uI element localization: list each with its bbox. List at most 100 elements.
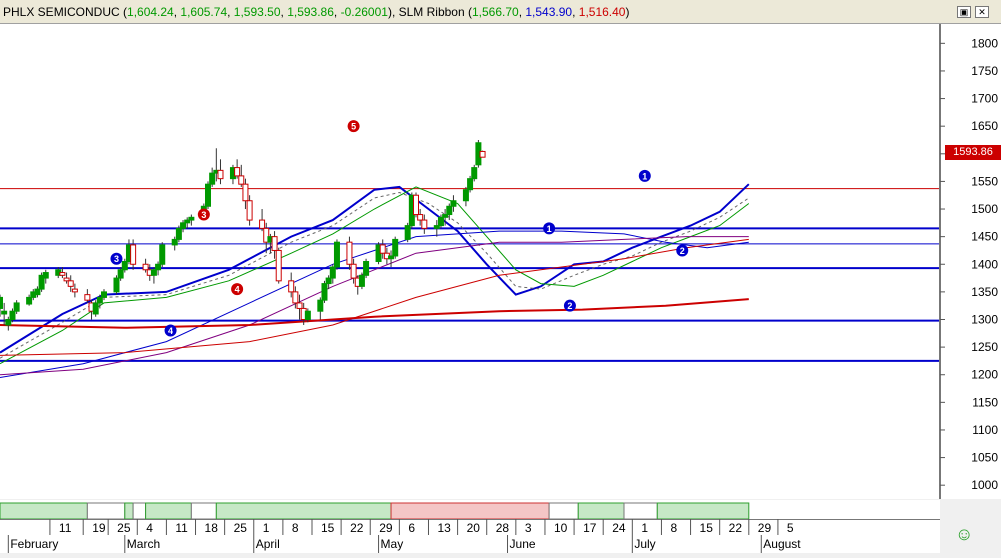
price-axis: 1000 1050 1100 1150 1200 1250 1300 1350 1400 1450… [940, 24, 1001, 499]
y-tick-label: 1300 [971, 312, 998, 326]
candle-body [450, 200, 457, 207]
candle-body [184, 219, 191, 224]
title-segment: , [518, 5, 526, 19]
x-tick-label: 25 [117, 521, 131, 535]
wave-marker [676, 244, 689, 257]
candle-body [392, 238, 399, 257]
wave-marker [110, 252, 123, 265]
title-segment: 1,566.70 [471, 5, 519, 19]
candle-body [417, 214, 424, 221]
candle-body [13, 302, 20, 312]
x-tick-label: 6 [408, 521, 415, 535]
x-tick-label: 18 [205, 521, 219, 535]
candle-body [421, 219, 428, 229]
candle-body [242, 183, 249, 202]
candle-body [317, 299, 324, 312]
title-segment: , [280, 5, 288, 19]
y-tick-label: 1400 [971, 257, 998, 271]
wave-marker-label: 3 [114, 254, 119, 264]
candle-body [26, 296, 33, 305]
wave-marker-label: 4 [168, 326, 173, 336]
y-tick-label: 1100 [972, 423, 998, 437]
wave-marker-label: 1 [642, 171, 647, 181]
restore-icon[interactable]: ▣ [957, 6, 971, 18]
candle-body [288, 280, 295, 293]
month-label: July [634, 537, 655, 551]
candle-body [188, 216, 195, 221]
candle-body [159, 244, 166, 265]
wave-marker [543, 222, 556, 235]
timeline-segment [132, 502, 147, 520]
x-tick-label: 15 [321, 521, 335, 535]
smiley-icon[interactable]: ☺ [955, 524, 974, 544]
x-tick-label: 5 [787, 521, 794, 535]
title-segment: 1,604.24 [127, 5, 174, 19]
ribbon-line [0, 230, 749, 378]
candle-body [358, 274, 365, 287]
x-tick-label: 3 [525, 521, 532, 535]
x-tick-label: 20 [467, 521, 481, 535]
candle-body [296, 302, 303, 309]
y-tick-label: 1050 [971, 451, 998, 465]
x-tick-label: 10 [554, 521, 568, 535]
candle-body [350, 263, 357, 279]
x-tick-label: 22 [729, 521, 743, 535]
ribbon-line [0, 191, 750, 359]
candle-body [67, 280, 74, 287]
wave-marker-label: 5 [351, 122, 356, 132]
title-segment: 1,605.74 [180, 5, 228, 19]
ribbon-line [0, 238, 749, 356]
month-label: February [10, 537, 58, 551]
candle-body [63, 277, 70, 282]
x-tick-label: 19 [92, 521, 106, 535]
plot-area: 3 4 3 4 5 1 2 1 2 [0, 120, 939, 378]
x-tick-label: 15 [700, 521, 714, 535]
close-icon[interactable]: ✕ [975, 6, 989, 18]
candle-body [0, 296, 3, 309]
y-tick-label: 1650 [971, 119, 998, 133]
y-tick-label: 1800 [971, 36, 998, 50]
title-segment: ), SLM Ribbon ( [387, 5, 472, 19]
timeline-segment [86, 502, 126, 520]
x-tick-label: 17 [583, 521, 597, 535]
candle-body [59, 272, 66, 276]
x-tick-label: 28 [496, 521, 510, 535]
title-segment: 1,543.90 [525, 5, 573, 19]
timeline-segment [548, 502, 579, 520]
candle-body [38, 274, 45, 290]
timeline-segment [215, 502, 392, 520]
title-segment: , [227, 5, 234, 19]
candle-body [321, 283, 328, 301]
candle-body [113, 277, 120, 293]
price-plot[interactable]: 3 4 3 4 5 1 2 1 2 [0, 24, 940, 499]
candle-body [117, 269, 124, 279]
candle-body [96, 296, 103, 304]
month-label: June [510, 537, 536, 551]
candle-body [263, 227, 270, 243]
candle-body [175, 227, 182, 240]
candle-body [234, 167, 241, 177]
wave-marker [347, 120, 360, 133]
candle-body [121, 261, 128, 271]
month-label: March [127, 537, 160, 551]
candle-body [84, 294, 91, 301]
candle-body [205, 183, 211, 207]
x-tick-label: 29 [379, 521, 393, 535]
x-tick-label: 4 [146, 521, 153, 535]
x-tick-label: 13 [437, 521, 451, 535]
candle-body [442, 214, 449, 218]
candle-body [1, 310, 8, 315]
ribbon-line [0, 183, 750, 354]
candle-body [209, 172, 216, 185]
candle-body [246, 200, 253, 221]
title-segment: 1,593.86 [287, 5, 334, 19]
x-tick-label: 24 [612, 521, 626, 535]
timeline-segment [623, 502, 658, 520]
last-price-tag: 1593.86 [945, 145, 1001, 160]
y-axis: 1000 1050 1100 1150 1200 1250 1300 1350 1400 1450… [940, 24, 998, 499]
y-tick-label: 1450 [971, 230, 998, 244]
candle-body [413, 194, 419, 216]
ribbon-line [0, 186, 750, 365]
x-tick-label: 1 [641, 521, 648, 535]
